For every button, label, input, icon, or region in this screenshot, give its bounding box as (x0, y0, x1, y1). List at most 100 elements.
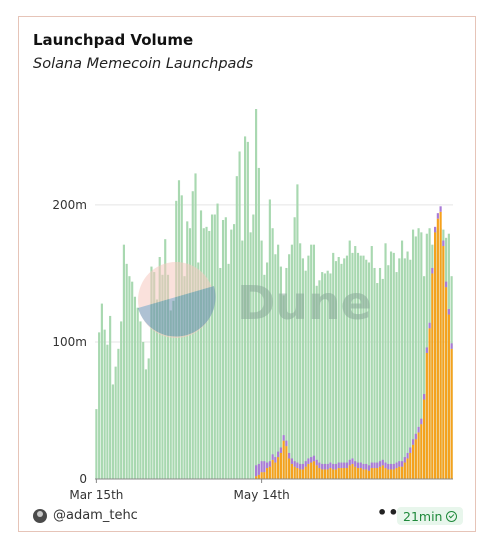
bar-orange (266, 468, 269, 479)
bar-orange (348, 465, 351, 479)
bar-purple (315, 459, 318, 466)
bar-green (235, 176, 238, 480)
bar-orange (400, 466, 404, 479)
author-link[interactable]: @adam_tehc (33, 508, 138, 523)
bar-green (271, 228, 274, 479)
bar-purple (373, 462, 376, 469)
bar-green (365, 259, 368, 479)
bar-green (400, 240, 404, 479)
bar-green (351, 252, 354, 479)
bar-orange (420, 424, 423, 479)
bar-green (120, 321, 123, 479)
bar-green (417, 228, 420, 479)
bar-orange (332, 469, 335, 479)
bar-green (199, 210, 203, 479)
bar-purple (439, 206, 442, 212)
bar-green (260, 240, 263, 479)
bar-purple (266, 462, 269, 469)
bar-orange (323, 469, 327, 479)
freshness-badge[interactable]: 21min (397, 507, 464, 525)
bar-purple (389, 463, 393, 470)
bar-green (103, 329, 106, 479)
bar-purple (340, 462, 343, 469)
bar-purple (376, 462, 379, 469)
bar-green (376, 283, 379, 479)
bar-green (345, 255, 349, 479)
bar-purple (285, 440, 288, 447)
bar-green (238, 151, 241, 479)
bar-purple (370, 462, 373, 469)
bar-orange (299, 469, 302, 479)
bar-orange (312, 461, 316, 479)
bar-purple (332, 463, 335, 470)
bar-orange (367, 470, 371, 479)
bar-purple (277, 451, 280, 458)
bar-orange (387, 469, 390, 479)
bar-green (158, 257, 161, 479)
bar-green (395, 272, 398, 479)
bar-green (373, 267, 376, 479)
bar-orange (315, 465, 318, 479)
bar-orange (343, 468, 346, 479)
bar-green (216, 203, 219, 480)
bar-green (414, 236, 417, 479)
x-tick-label: Mar 15th (69, 488, 123, 502)
bar-purple (417, 426, 420, 433)
bar-orange (304, 466, 307, 479)
y-tick-label: 200m (52, 198, 87, 212)
bar-orange (354, 466, 357, 479)
bar-purple (279, 447, 282, 453)
avatar (33, 508, 47, 523)
bar-orange (406, 458, 409, 479)
bar-purple (282, 435, 285, 441)
bar-orange (373, 468, 376, 479)
bar-green (128, 276, 131, 479)
bar-green (133, 296, 137, 479)
bar-orange (442, 246, 445, 479)
bar-green (106, 344, 109, 479)
bar-green (166, 274, 170, 479)
bar-orange (271, 459, 274, 479)
bar-purple (362, 463, 365, 470)
bar-orange (334, 469, 338, 479)
bar-purple (436, 213, 439, 219)
bar-orange (425, 352, 428, 479)
bar-green (409, 259, 412, 479)
bar-green (98, 332, 101, 479)
bar-purple (367, 465, 371, 471)
bar-orange (434, 232, 437, 479)
bar-purple (420, 418, 423, 425)
bar-purple (345, 462, 349, 469)
bar-green (326, 270, 329, 479)
bar-green (100, 303, 103, 479)
bar-purple (318, 462, 321, 469)
bar-purple (400, 461, 404, 467)
bar-green (244, 136, 247, 479)
bar-purple (425, 347, 428, 353)
bar-purple (359, 462, 362, 469)
bar-green (293, 217, 296, 479)
bar-purple (428, 322, 431, 329)
bar-purple (403, 457, 406, 463)
bar-green (411, 229, 415, 479)
bar-orange (428, 328, 431, 479)
bar-orange (389, 469, 393, 479)
bar-orange (260, 472, 263, 479)
bar-orange (381, 465, 384, 479)
bar-purple (274, 457, 277, 463)
bar-purple (255, 465, 258, 477)
bar-orange (329, 468, 332, 479)
bar-green (136, 307, 139, 479)
bar-green (356, 252, 360, 479)
bar-purple (356, 462, 360, 469)
bar-orange (359, 468, 362, 479)
bar-purple (447, 309, 450, 315)
bar-orange (378, 466, 382, 479)
bar-green (147, 358, 150, 479)
bar-green (310, 244, 313, 479)
bar-green (367, 262, 371, 479)
bar-orange (411, 444, 415, 479)
bar-purple (365, 463, 368, 470)
bar-green (172, 300, 175, 479)
y-tick-label: 100m (52, 335, 87, 349)
